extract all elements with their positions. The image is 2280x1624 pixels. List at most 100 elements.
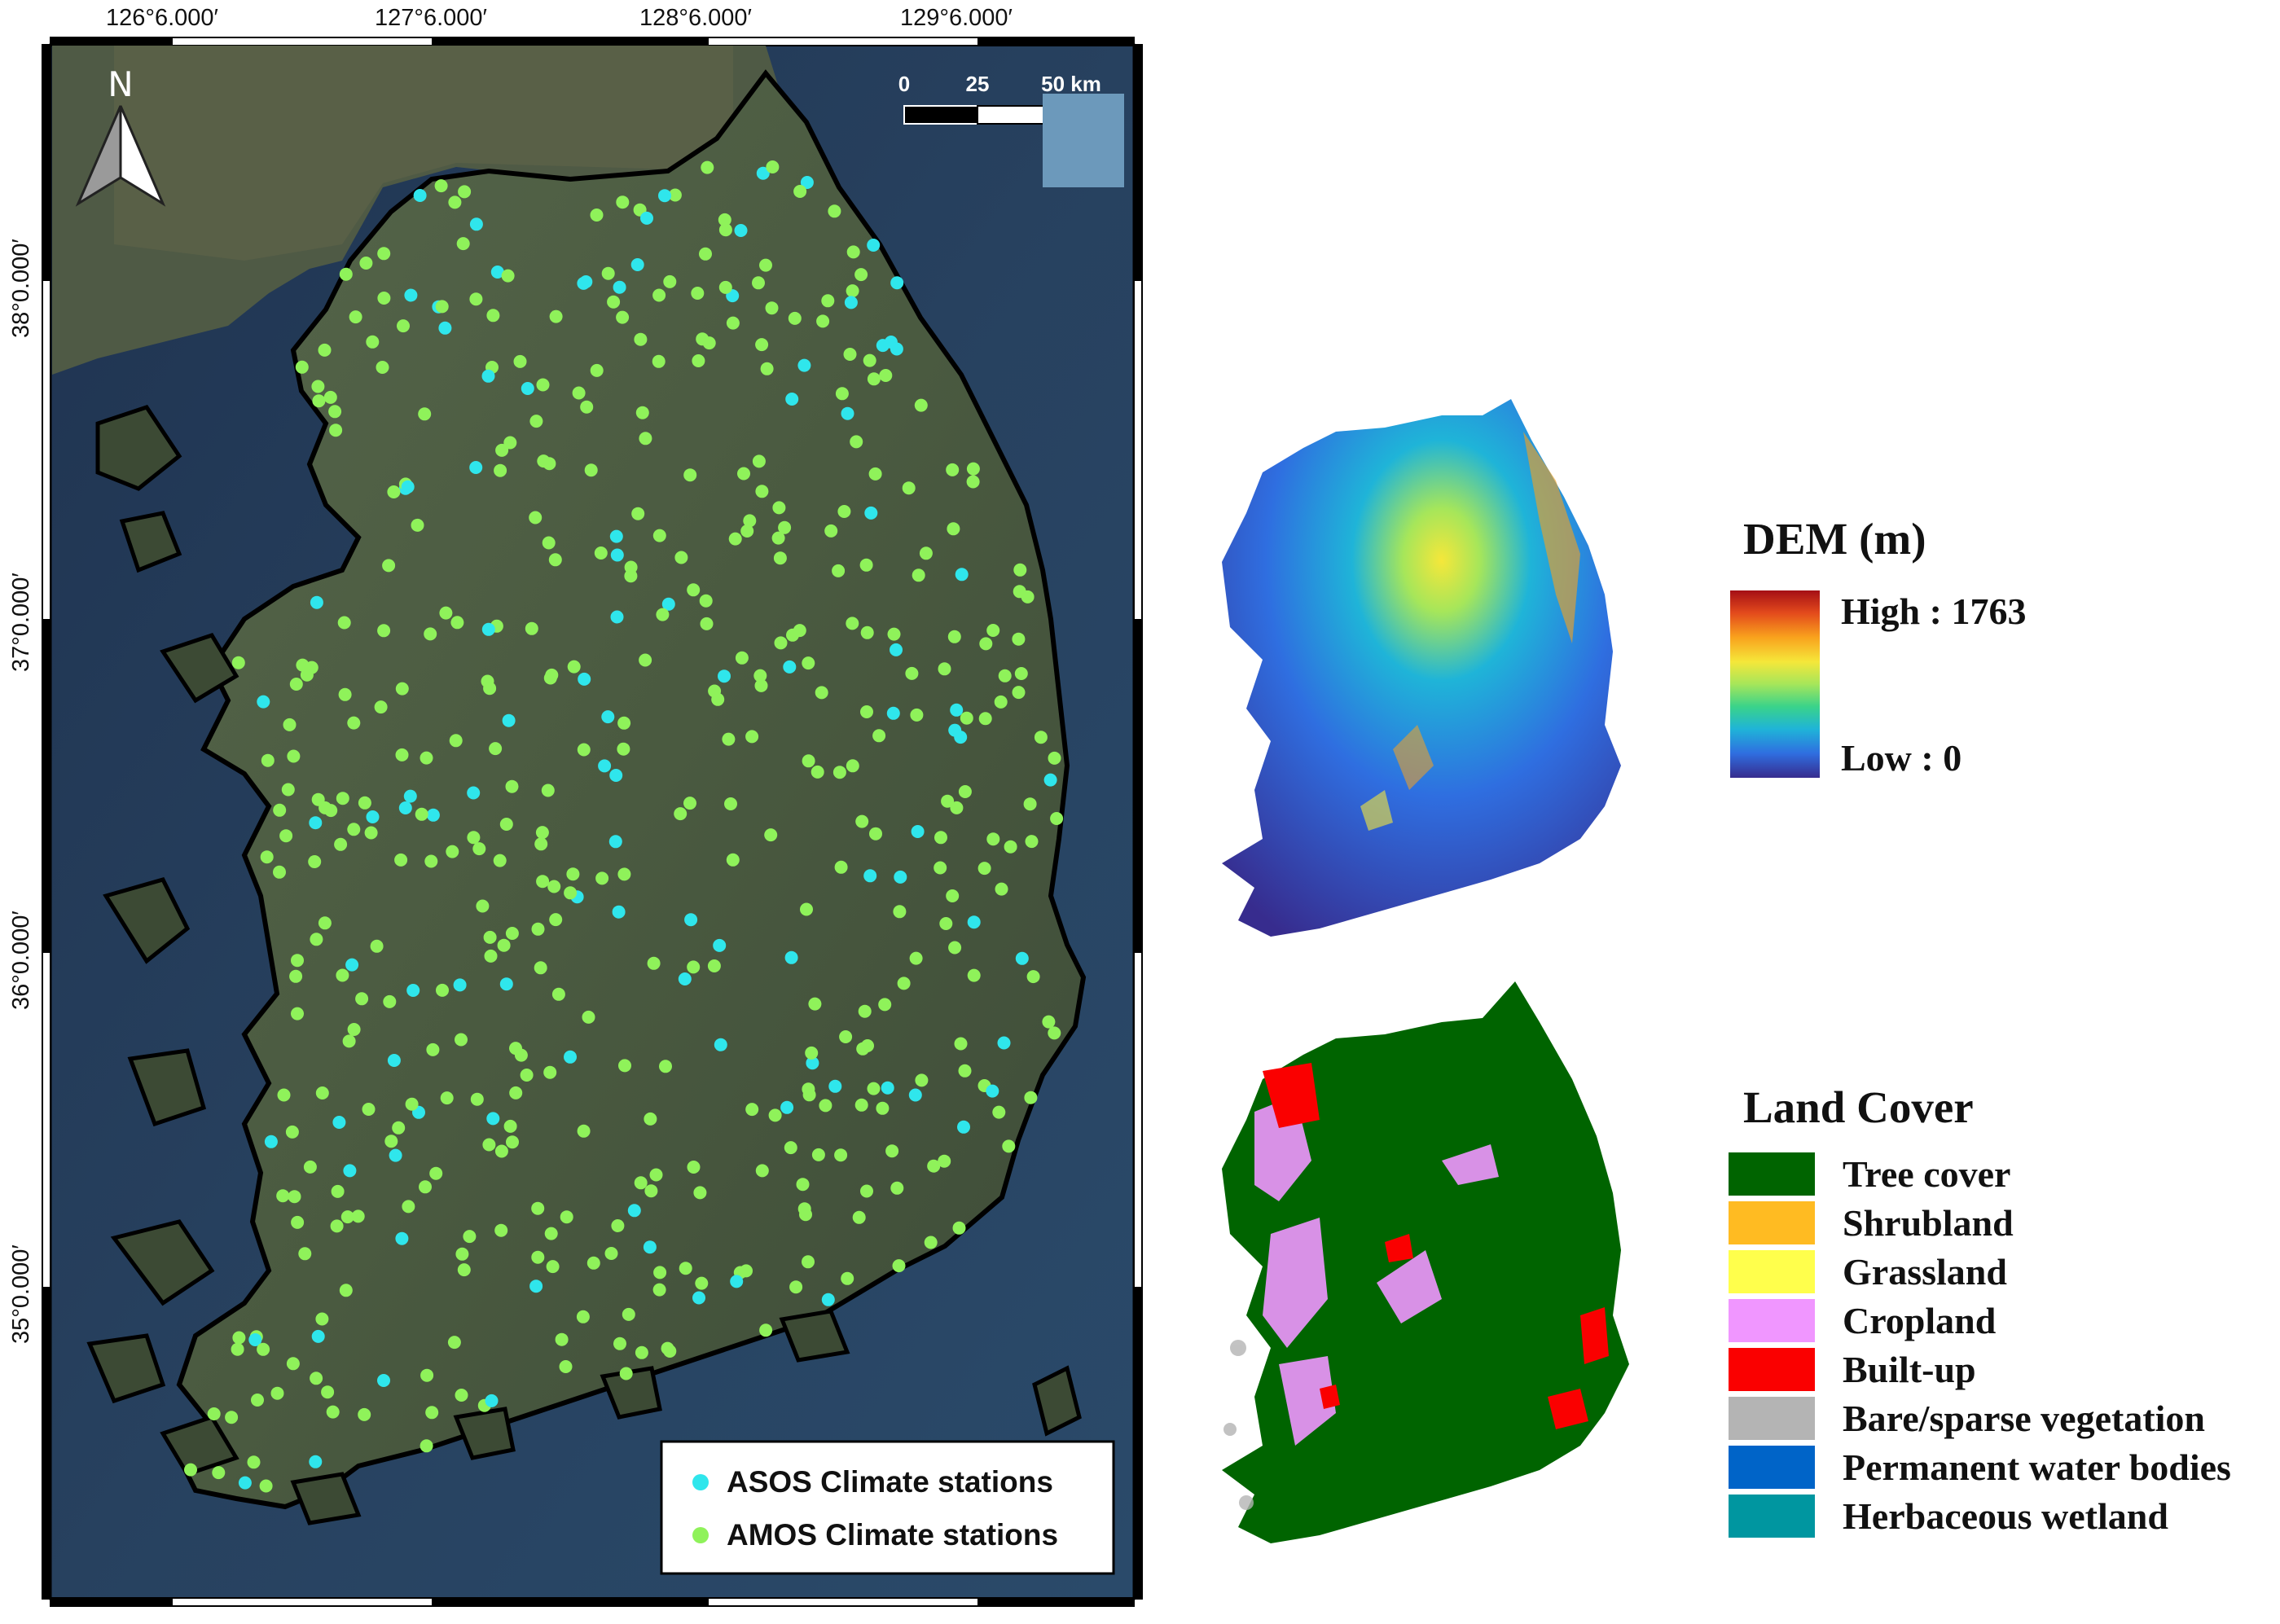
asos-station-point [467,786,481,800]
amos-station-point [446,845,459,858]
amos-station-point [339,267,353,281]
asos-station-point [613,280,626,294]
amos-station-point [366,335,380,349]
asos-station-point [453,978,467,992]
amos-station-point [835,387,849,401]
amos-station-point [340,1210,354,1224]
amos-station-point [819,1099,832,1113]
amos-station-point [994,695,1008,709]
amos-station-point [832,766,846,779]
amos-station-point [1013,563,1027,577]
amos-station-point [358,796,371,810]
amos-station-point [541,783,555,797]
amos-station-point [544,1227,558,1240]
dem-legend-title: DEM (m) [1743,514,1926,564]
amos-station-point [946,889,960,902]
amos-station-point [494,1223,508,1237]
asos-station-point [238,1476,252,1490]
amos-station-point [455,1033,468,1047]
amos-station-point [425,1406,439,1420]
asos-station-point [718,669,731,683]
amos-station-point [647,956,661,970]
amos-station-point [979,637,993,651]
amos-station-point [635,1345,648,1359]
amos-station-point [450,616,464,630]
amos-station-point [577,743,591,757]
amos-station-point [927,1159,941,1173]
amos-station-point [661,1341,674,1355]
legend-amos-label: AMOS Climate stations [727,1518,1058,1552]
amos-station-point [419,1180,432,1194]
amos-station-point [687,583,701,597]
amos-station-point [1012,686,1026,700]
amos-station-point [484,949,498,963]
amos-station-point [374,700,388,714]
amos-station-point [1048,1026,1061,1040]
asos-station-point [730,1275,744,1288]
amos-station-point [594,546,608,560]
north-arrow-icon: N [75,64,166,207]
amos-station-point [548,553,562,567]
amos-station-point [966,462,980,476]
amos-station-point [359,257,373,270]
amos-station-point [420,1439,433,1453]
amos-station-point [448,195,462,209]
amos-station-point [291,1007,304,1020]
amos-station-point [699,247,712,261]
amos-station-point [892,1259,906,1273]
amos-station-point [832,564,846,577]
asos-station-point [881,1081,894,1095]
amos-station-point [424,854,438,868]
amos-station-point [383,994,397,1008]
amos-station-point [513,354,527,368]
amos-station-point [506,1135,519,1149]
amos-station-point [595,871,609,885]
amos-station-point [668,188,682,202]
amos-station-point [449,734,463,748]
asos-station-point [844,296,858,309]
amos-station-point [296,658,310,672]
asos-station-point [886,706,900,720]
amos-station-point [802,1255,815,1269]
amos-station-point [395,682,409,696]
amos-station-point [754,678,768,692]
amos-station-point [846,245,860,259]
amos-station-point [377,624,391,638]
asos-station-point [610,548,624,562]
amos-station-point [856,1042,870,1056]
amos-station-point [547,880,561,893]
amos-station-point [546,1260,560,1274]
amos-station-point [1034,731,1048,744]
amos-station-point [469,292,483,306]
amos-station-point [789,1280,803,1294]
amos-station-point [232,1331,246,1345]
amos-station-point [755,1164,769,1178]
amos-station-point [728,532,742,546]
asos-station-point [309,816,323,830]
amos-station-point [1048,751,1061,765]
amos-station-point [483,682,497,696]
lat-tick-label: 38°0.000′ [8,239,34,338]
amos-station-point [420,751,433,765]
amos-station-point [893,905,907,919]
amos-station-point [456,237,470,251]
amos-station-point [634,332,648,346]
amos-station-point [503,436,517,450]
amos-station-point [559,1360,573,1373]
asos-station-point [692,1291,705,1305]
amos-station-point [289,678,303,691]
asos-station-point [908,1088,922,1102]
amos-station-point [349,310,362,324]
landcover-swatch [1729,1446,1815,1489]
asos-station-point [841,406,854,420]
amos-station-point [497,938,511,952]
amos-station-point [207,1407,221,1420]
landcover-class-label: Herbaceous wetland [1843,1495,2168,1537]
amos-station-point [950,801,964,814]
landcover-swatch [1729,1201,1815,1244]
asos-station-point [1015,951,1029,965]
amos-station-point [535,826,549,840]
amos-station-point [295,360,309,374]
amos-station-point [644,1112,657,1126]
amos-station-point [815,686,828,700]
